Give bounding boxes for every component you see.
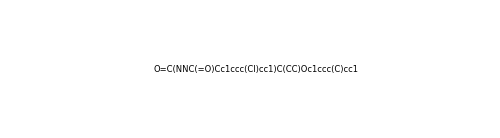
Text: O=C(NNC(=O)Cc1ccc(Cl)cc1)C(CC)Oc1ccc(C)cc1: O=C(NNC(=O)Cc1ccc(Cl)cc1)C(CC)Oc1ccc(C)c… — [154, 65, 359, 74]
